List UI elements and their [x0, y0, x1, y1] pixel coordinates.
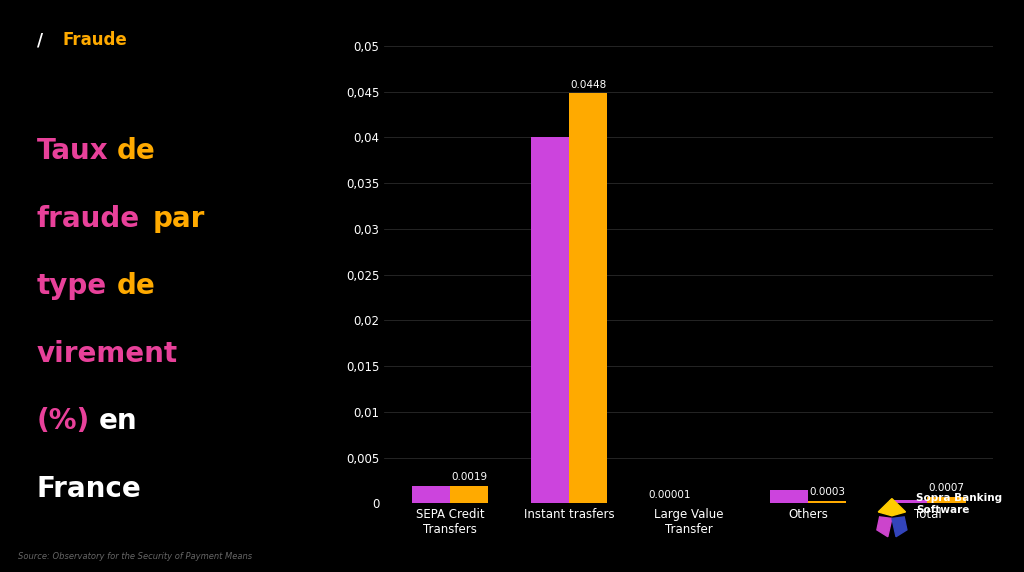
- Text: 0.0003: 0.0003: [809, 487, 845, 497]
- Text: Source: Observatory for the Security of Payment Means: Source: Observatory for the Security of …: [18, 551, 253, 561]
- Text: de: de: [117, 137, 156, 165]
- Bar: [928, 497, 966, 503]
- Polygon shape: [879, 499, 905, 516]
- Text: 0.0019: 0.0019: [451, 472, 487, 482]
- Text: /: /: [37, 31, 49, 49]
- Text: de: de: [117, 272, 156, 300]
- Text: Fraude: Fraude: [62, 31, 127, 49]
- Text: 0.0007: 0.0007: [929, 483, 965, 493]
- Text: fraude: fraude: [37, 205, 140, 233]
- Polygon shape: [877, 517, 892, 537]
- Bar: [889, 500, 928, 503]
- Text: type: type: [37, 272, 106, 300]
- Text: (%): (%): [37, 407, 90, 435]
- Text: Taux: Taux: [37, 137, 109, 165]
- Text: en: en: [99, 407, 138, 435]
- Bar: [770, 490, 808, 503]
- Text: 0.0448: 0.0448: [570, 80, 606, 90]
- Text: Sopra Banking
Software: Sopra Banking Software: [916, 493, 1002, 515]
- Polygon shape: [892, 517, 907, 537]
- Bar: [531, 137, 569, 503]
- Bar: [808, 500, 846, 503]
- Bar: [569, 93, 607, 503]
- Text: par: par: [153, 205, 205, 233]
- Bar: [450, 486, 488, 503]
- Text: France: France: [37, 475, 141, 503]
- Text: 0.00001: 0.00001: [648, 490, 691, 499]
- Bar: [412, 486, 450, 503]
- Text: virement: virement: [37, 340, 178, 368]
